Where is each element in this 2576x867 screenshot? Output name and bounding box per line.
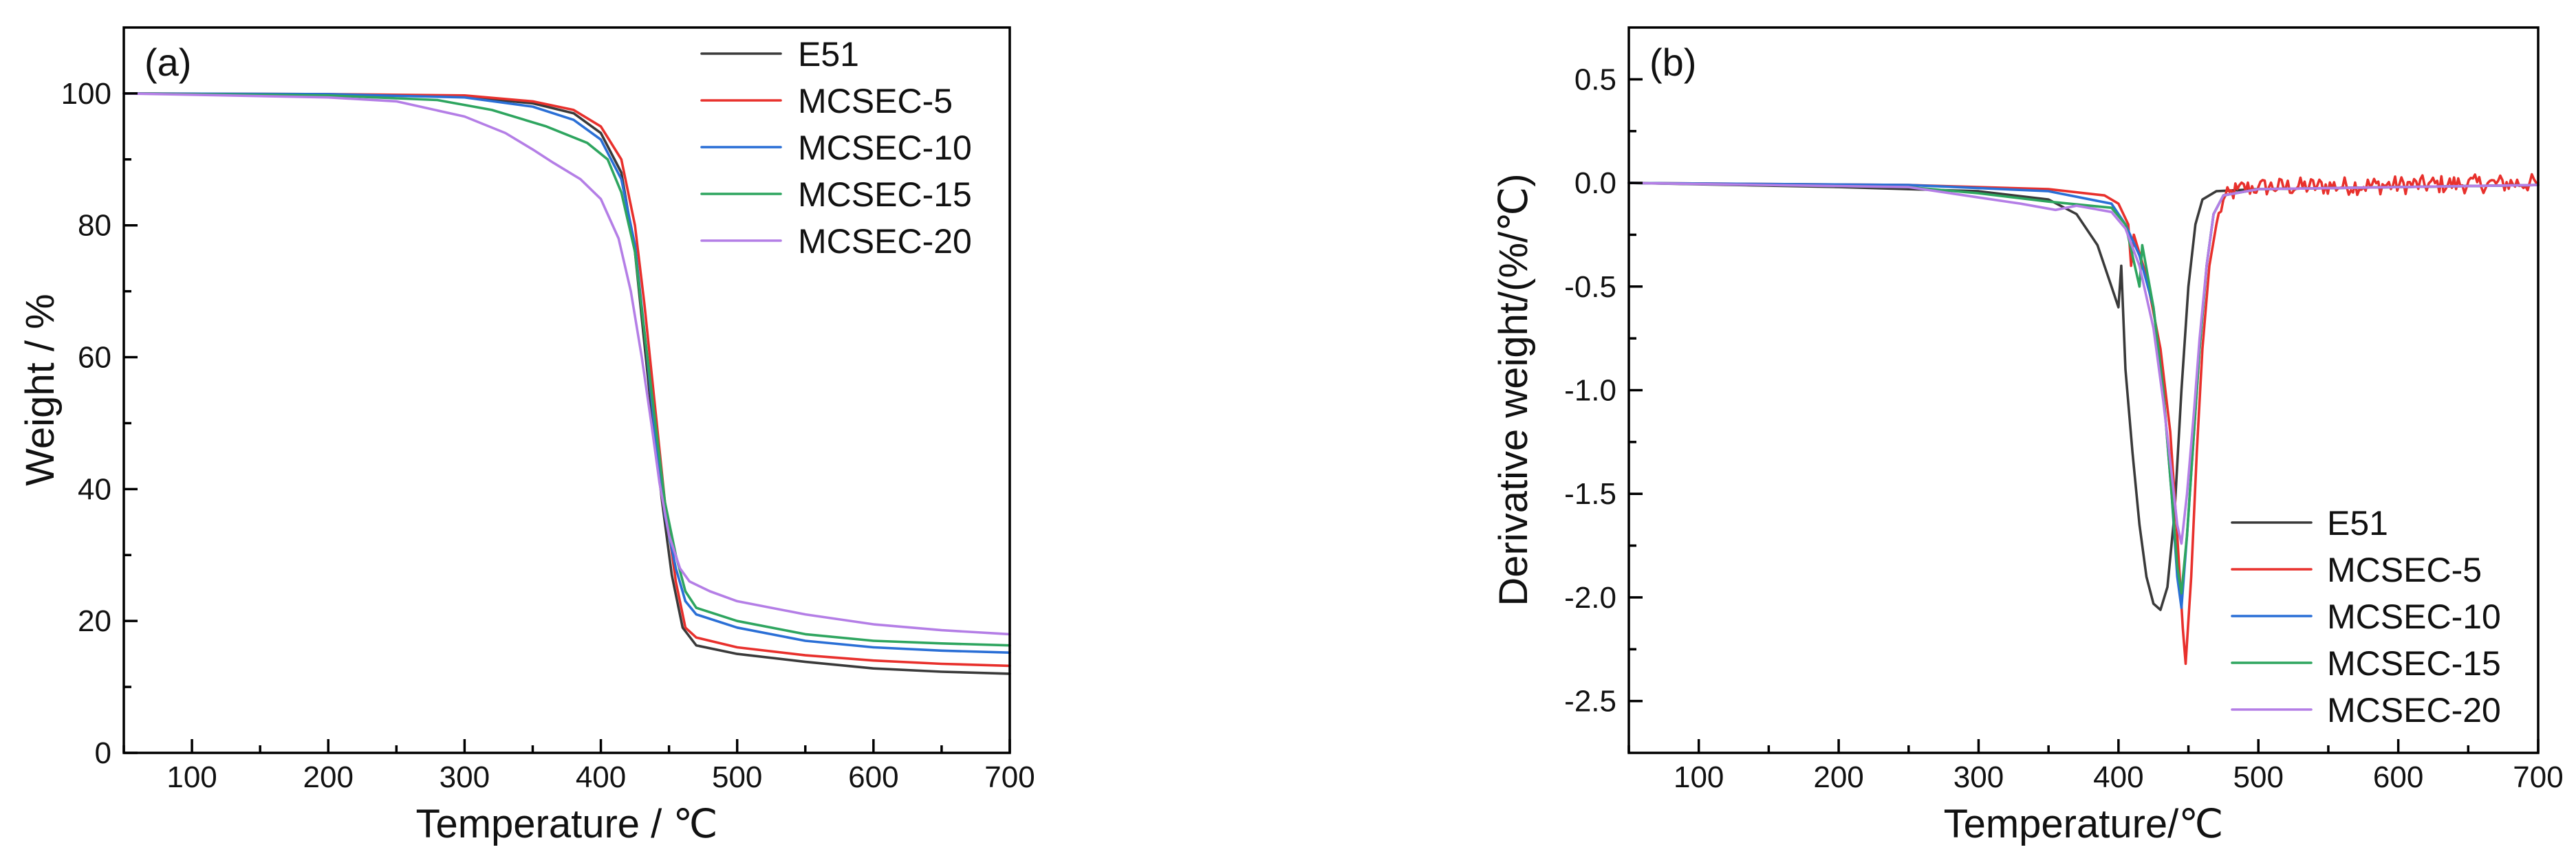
x-tick-label-500: 500 (2233, 760, 2284, 794)
y-tick-label: -0.5 (1564, 270, 1616, 304)
panel-a-x-axis-title: Temperature / ℃ (415, 802, 717, 846)
x-tick-label-400: 400 (576, 760, 626, 794)
x-tick-label-500: 500 (712, 760, 762, 794)
y-tick-label: 60 (78, 341, 111, 375)
panel-a-series-group (122, 92, 1011, 675)
x-tick-label-600: 600 (2373, 760, 2423, 794)
legend-label-mcsec-10: MCSEC-10 (798, 129, 972, 167)
legend-label-mcsec-10: MCSEC-10 (2327, 597, 2501, 636)
y-tick-label: 80 (78, 209, 111, 243)
panel-b-series-group (1627, 173, 2540, 666)
x-tick-label-700: 700 (984, 760, 1035, 794)
y-tick-label: 0 (95, 736, 111, 770)
x-tick-label-100: 100 (166, 760, 217, 794)
series-line-mcsec-15 (122, 92, 1011, 647)
series-line-mcsec-5 (122, 92, 1011, 668)
panel-a-y-axis-title: Weight / % (18, 294, 63, 485)
y-tick-label: -2.5 (1564, 685, 1616, 718)
y-tick-label: 0.0 (1574, 166, 1616, 200)
series-line-e51 (1627, 182, 2540, 611)
legend-label-mcsec-5: MCSEC-5 (2327, 551, 2482, 589)
panel-a-legend: E51 MCSEC-5 MCSEC-10 MCSEC-15 MCSEC-20 (700, 35, 972, 261)
legend-label-mcsec-20: MCSEC-20 (798, 222, 972, 261)
x-tick-label-300: 300 (440, 760, 490, 794)
legend-label-mcsec-15: MCSEC-15 (2327, 644, 2501, 683)
series-line-mcsec-15 (1627, 182, 2540, 595)
series-line-mcsec-10 (1627, 182, 2540, 609)
y-tick-label: 40 (78, 472, 111, 506)
y-tick-label: -2.0 (1564, 581, 1616, 615)
x-tick-label-400: 400 (2093, 760, 2143, 794)
series-line-e51 (122, 92, 1011, 675)
panel-a-label: (a) (144, 41, 191, 84)
panel-a-plot-frame (122, 26, 1011, 754)
panel-a-weight-chart: 100 200 300 400 500 600 700 0 20 40 60 80 100 (a) Te… (18, 26, 1035, 846)
panel-b-legend: E51 MCSEC-5 MCSEC-10 MCSEC-15 MCSEC-20 (2231, 504, 2501, 729)
y-tick-label: 100 (61, 77, 111, 111)
series-line-mcsec-10 (122, 92, 1011, 654)
y-tick-label: 20 (78, 604, 111, 638)
panel-a-ticks: 100 200 300 400 500 600 700 0 20 40 60 80 100 (61, 77, 1035, 794)
legend-label-mcsec-5: MCSEC-5 (798, 82, 953, 120)
x-tick-label-300: 300 (1953, 760, 2004, 794)
x-tick-label-200: 200 (303, 760, 354, 794)
x-tick-label-100: 100 (1674, 760, 1724, 794)
panel-b-derivative-chart: 100 200 300 400 500 600 700 -2.5 -2.0 -1.5 -1.0 -0.… (1491, 26, 2564, 846)
legend-label-e51: E51 (798, 35, 859, 74)
panel-b-y-axis-title: Derivative weight/(%/℃) (1491, 173, 1536, 606)
x-tick-label-700: 700 (2513, 760, 2563, 794)
x-tick-label-200: 200 (1813, 760, 1863, 794)
panel-b-label: (b) (1649, 41, 1696, 84)
legend-label-mcsec-20: MCSEC-20 (2327, 691, 2501, 729)
series-line-mcsec-20 (122, 92, 1011, 636)
y-tick-label: -1.0 (1564, 374, 1616, 408)
series-line-mcsec-5 (1627, 173, 2540, 666)
series-line-mcsec-20 (1627, 182, 2540, 545)
panel-b-ticks: 100 200 300 400 500 600 700 -2.5 -2.0 -1.5 -1.0 -0.… (1564, 63, 2564, 794)
legend-label-mcsec-15: MCSEC-15 (798, 175, 972, 214)
y-tick-label: 0.5 (1574, 63, 1616, 96)
legend-label-e51: E51 (2327, 504, 2388, 542)
y-tick-label: -1.5 (1564, 477, 1616, 511)
x-tick-label-600: 600 (848, 760, 898, 794)
panel-b-x-axis-title: Temperature/℃ (1944, 802, 2224, 846)
